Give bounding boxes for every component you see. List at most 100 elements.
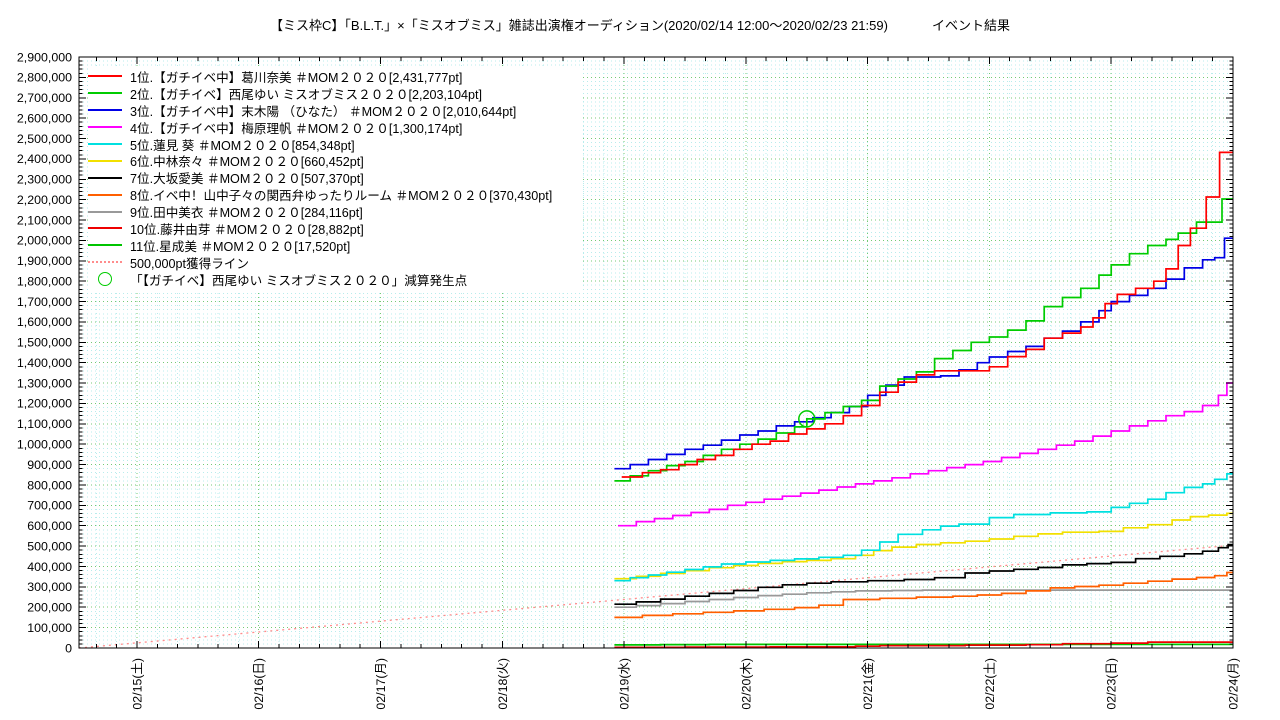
legend-item-label: 8位.イベ中！山中子々の関西弁ゆったりルーム ＃MOM２０２０[370,430p… xyxy=(130,189,553,204)
svg-text:2,700,000: 2,700,000 xyxy=(17,91,72,105)
svg-text:2,300,000: 2,300,000 xyxy=(17,173,72,187)
legend-item-label: 500,000pt獲得ライン xyxy=(130,256,249,271)
legend-line-swatch xyxy=(88,92,122,95)
chart-title: 【ミス枠C】「B.L.T.」×「ミスオブミス」雑誌出演権オーディション(2020… xyxy=(0,15,1280,34)
svg-text:2,200,000: 2,200,000 xyxy=(17,193,72,207)
legend-item-label: 7位.大坂愛美 ＃MOM２０２０[507,370pt] xyxy=(130,172,364,187)
svg-text:1,400,000: 1,400,000 xyxy=(17,356,72,370)
svg-text:02/23(日): 02/23(日) xyxy=(1105,658,1119,710)
svg-text:2,100,000: 2,100,000 xyxy=(17,213,72,227)
svg-text:02/21(金): 02/21(金) xyxy=(860,658,875,710)
svg-text:02/15(土): 02/15(土) xyxy=(131,658,145,710)
svg-text:02/18(火): 02/18(火) xyxy=(496,658,510,710)
legend-item-rank7: 7位.大坂愛美 ＃MOM２０２０[507,370pt] xyxy=(88,169,552,186)
svg-text:100,000: 100,000 xyxy=(27,621,72,635)
series-path-rank8 xyxy=(614,571,1233,619)
svg-text:500,000: 500,000 xyxy=(27,539,72,553)
svg-text:2,500,000: 2,500,000 xyxy=(17,132,72,146)
legend-item-rank6: 6位.中林奈々 ＃MOM２０２０[660,452pt] xyxy=(88,152,552,169)
legend-line-swatch xyxy=(88,193,122,196)
svg-text:02/24(月): 02/24(月) xyxy=(1227,658,1241,710)
legend-item-rank4: 4位.【ガチイベ中】梅原理帆 ＃MOM２０２０[1,300,174pt] xyxy=(88,119,552,136)
svg-text:1,800,000: 1,800,000 xyxy=(17,275,72,289)
legend-circle-swatch xyxy=(88,272,122,287)
y-tick-labels: 0 100,000 200,000 300,000 400,000 500,000 600,… xyxy=(17,50,72,655)
svg-text:1,000,000: 1,000,000 xyxy=(17,438,72,452)
pace-line-500k xyxy=(78,544,1234,649)
legend-dotted-swatch xyxy=(88,261,122,264)
svg-text:1,100,000: 1,100,000 xyxy=(17,417,72,431)
legend-item-rank11: 11位.星成美 ＃MOM２０２０[17,520pt] xyxy=(88,237,552,254)
legend-item-rank1: 1位.【ガチイベ中】葛川奈美 ＃MOM２０２０[2,431,777pt] xyxy=(88,68,552,85)
series-path-rank4 xyxy=(618,382,1233,527)
legend-item-label: 3位.【ガチイベ中】末木陽 （ひなた） ＃MOM２０２０[2,010,644pt… xyxy=(130,104,517,119)
legend-item-pace-line: 500,000pt獲得ライン xyxy=(88,254,552,271)
legend-line-swatch xyxy=(88,143,122,145)
legend-item-rank2: 2位.【ガチイベ】西尾ゆい ミスオブミス２０２０[2,203,104pt] xyxy=(88,85,552,102)
legend-item-rank5: 5位.蓮見 葵 ＃MOM２０２０[854,348pt] xyxy=(88,136,552,153)
svg-text:2,900,000: 2,900,000 xyxy=(17,50,72,64)
legend-line-swatch xyxy=(88,244,122,247)
legend-line-swatch xyxy=(88,75,122,78)
svg-text:600,000: 600,000 xyxy=(27,519,72,533)
legend-item-label: 11位.星成美 ＃MOM２０２０[17,520pt] xyxy=(130,239,351,254)
svg-text:02/17(月): 02/17(月) xyxy=(374,658,388,710)
svg-text:200,000: 200,000 xyxy=(27,601,72,615)
x-tick-labels: 02/15(土) 02/16(日) 02/17(月) 02/18(火) 02/19(水)… xyxy=(131,658,1241,710)
series-path-rank3 xyxy=(614,237,1233,470)
series-path-rank1 xyxy=(621,151,1233,478)
legend-item-rank10: 10位.藤井由芽 ＃MOM２０２０[28,882pt] xyxy=(88,220,552,237)
legend-item-label: 10位.藤井由芽 ＃MOM２０２０[28,882pt] xyxy=(130,222,364,237)
svg-text:2,400,000: 2,400,000 xyxy=(17,152,72,166)
svg-text:02/19(水): 02/19(水) xyxy=(618,658,632,710)
svg-text:2,000,000: 2,000,000 xyxy=(17,234,72,248)
legend-item-rank9: 9位.田中美衣 ＃MOM２０２０[284,116pt] xyxy=(88,203,552,220)
legend-item-rank3: 3位.【ガチイベ中】末木陽 （ひなた） ＃MOM２０２０[2,010,644pt… xyxy=(88,102,552,119)
legend-item-label: 2位.【ガチイベ】西尾ゆい ミスオブミス２０２０[2,203,104pt] xyxy=(130,87,482,102)
legend-line-swatch xyxy=(88,227,122,230)
svg-text:1,600,000: 1,600,000 xyxy=(17,315,72,329)
chart-title-main: 【ミス枠C】「B.L.T.」×「ミスオブミス」雑誌出演権オーディション(2020… xyxy=(270,18,888,33)
legend-item-label: 6位.中林奈々 ＃MOM２０２０[660,452pt] xyxy=(130,155,364,170)
svg-text:400,000: 400,000 xyxy=(27,560,72,574)
svg-text:02/22(土): 02/22(土) xyxy=(983,658,997,710)
plot-border xyxy=(78,56,1234,649)
legend-line-swatch xyxy=(88,126,122,129)
axis-ticks xyxy=(79,56,1234,649)
svg-text:02/16(日): 02/16(日) xyxy=(252,658,266,710)
svg-text:800,000: 800,000 xyxy=(27,478,72,492)
legend: 1位.【ガチイベ中】葛川奈美 ＃MOM２０２０[2,431,777pt] 2位.【… xyxy=(88,66,583,290)
legend-line-swatch xyxy=(88,109,122,112)
subtraction-marker xyxy=(798,410,816,428)
series-lines xyxy=(614,151,1233,649)
chart-title-result-label: イベント結果 xyxy=(931,18,1010,33)
legend-item-label: 「【ガチイベ】西尾ゆい ミスオブミス２０２０」減算発生点 xyxy=(130,273,468,288)
svg-text:700,000: 700,000 xyxy=(27,499,72,513)
series-path-rank6 xyxy=(614,512,1233,580)
legend-line-swatch xyxy=(88,210,122,213)
legend-line-swatch xyxy=(88,159,122,162)
svg-text:900,000: 900,000 xyxy=(27,458,72,472)
svg-text:1,200,000: 1,200,000 xyxy=(17,397,72,411)
series-path-rank2 xyxy=(614,198,1233,482)
svg-text:300,000: 300,000 xyxy=(27,580,72,594)
series-path-rank7 xyxy=(614,543,1233,606)
series-path-rank5 xyxy=(614,473,1233,582)
svg-text:1,700,000: 1,700,000 xyxy=(17,295,72,309)
legend-item-label: 1位.【ガチイベ中】葛川奈美 ＃MOM２０２０[2,431,777pt] xyxy=(130,70,463,85)
legend-item-label: 5位.蓮見 葵 ＃MOM２０２０[854,348pt] xyxy=(130,138,355,153)
legend-item-label: 9位.田中美衣 ＃MOM２０２０[284,116pt] xyxy=(130,206,363,221)
svg-text:1,900,000: 1,900,000 xyxy=(17,254,72,268)
svg-text:1,500,000: 1,500,000 xyxy=(17,336,72,350)
legend-item-rank8: 8位.イベ中！山中子々の関西弁ゆったりルーム ＃MOM２０２０[370,430p… xyxy=(88,186,552,203)
svg-text:0: 0 xyxy=(65,641,72,655)
legend-item-label: 4位.【ガチイベ中】梅原理帆 ＃MOM２０２０[1,300,174pt] xyxy=(130,121,463,136)
series-path-rank9 xyxy=(614,589,1233,609)
legend-item-subtraction-marker: 「【ガチイベ】西尾ゆい ミスオブミス２０２０」減算発生点 xyxy=(88,271,552,288)
svg-text:02/20(木): 02/20(木) xyxy=(739,658,753,710)
svg-text:1,300,000: 1,300,000 xyxy=(17,376,72,390)
legend-line-swatch xyxy=(88,176,122,179)
svg-text:2,800,000: 2,800,000 xyxy=(17,71,72,85)
